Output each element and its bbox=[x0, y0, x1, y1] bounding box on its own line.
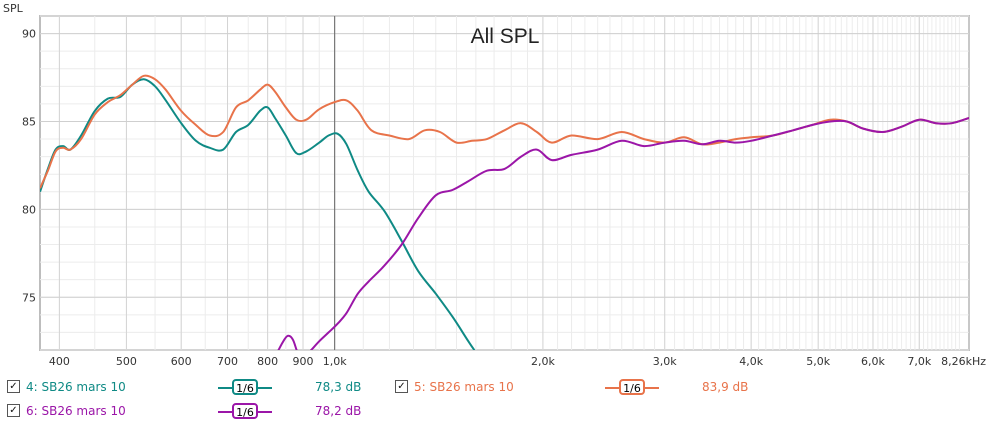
series-4-value: 78,3 dB bbox=[315, 380, 362, 394]
series-5-checkbox[interactable]: ✓ bbox=[395, 380, 408, 393]
series-5-value: 83,9 dB bbox=[702, 380, 749, 394]
series-6-value: 78,2 dB bbox=[315, 404, 362, 418]
y-tick-label: 90 bbox=[22, 28, 36, 41]
x-ticks: 400 500 600 700 800 900 1,0k 2,0k 3,0k 4,0k 5,0k 6,… bbox=[49, 355, 986, 368]
series-line-s4 bbox=[40, 78, 476, 350]
x-tick-label: 600 bbox=[171, 355, 192, 368]
chart-title: All SPL bbox=[471, 25, 540, 48]
series-5-label: 5: SB26 mars 10 bbox=[414, 380, 514, 394]
x-tick-label: 7,0k bbox=[907, 355, 931, 368]
x-tick-label: 700 bbox=[217, 355, 238, 368]
y-tick-label: 80 bbox=[22, 203, 36, 216]
x-tick-label: 500 bbox=[116, 355, 137, 368]
series-6-checkbox[interactable]: ✓ bbox=[7, 404, 20, 417]
x-tick-label: 800 bbox=[257, 355, 278, 368]
y-axis-label: SPL bbox=[3, 2, 24, 15]
series-6-smoothing-button[interactable]: 1/6 bbox=[232, 403, 258, 419]
series-4-checkbox[interactable]: ✓ bbox=[7, 380, 20, 393]
y-ticks: 75 80 85 90 bbox=[22, 28, 36, 305]
series-5-smoothing-button[interactable]: 1/6 bbox=[619, 379, 645, 395]
series-group bbox=[40, 74, 969, 350]
series-4-smoothing-button[interactable]: 1/6 bbox=[232, 379, 258, 395]
plot-background bbox=[39, 15, 970, 351]
x-tick-label: 3,0k bbox=[653, 355, 677, 368]
series-line-s6 bbox=[277, 117, 969, 350]
x-tick-label: 2,0k bbox=[531, 355, 555, 368]
x-tick-label: 4,0k bbox=[739, 355, 763, 368]
series-4-label: 4: SB26 mars 10 bbox=[26, 380, 126, 394]
x-tick-label: 1,0k bbox=[323, 355, 347, 368]
x-tick-label: 5,0k bbox=[806, 355, 830, 368]
grid-major bbox=[40, 16, 970, 350]
x-tick-label: 6,0k bbox=[861, 355, 885, 368]
x-tick-label: 400 bbox=[49, 355, 70, 368]
y-tick-label: 85 bbox=[22, 115, 36, 128]
x-tick-label: 900 bbox=[293, 355, 314, 368]
series-6-label: 6: SB26 mars 10 bbox=[26, 404, 126, 418]
x-tick-label: 8,26kHz bbox=[941, 355, 986, 368]
y-tick-label: 75 bbox=[22, 291, 36, 304]
